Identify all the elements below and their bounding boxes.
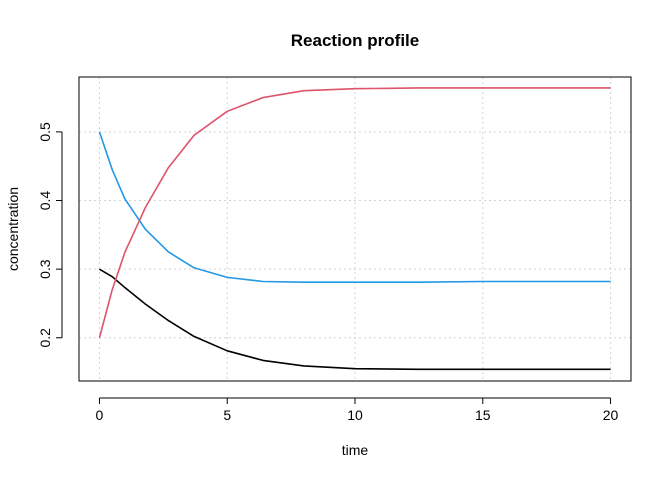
y-axis-label: concentration — [5, 187, 21, 271]
series-line-1 — [98, 131, 611, 283]
grid — [79, 77, 631, 381]
x-tick-label-0: 0 — [96, 407, 104, 423]
x-tick-label-3: 15 — [475, 407, 491, 423]
series-line-2 — [98, 87, 611, 338]
series-layer — [98, 87, 611, 371]
y-tick-label-2: 0.4 — [37, 191, 53, 211]
series-line-0 — [99, 268, 611, 371]
x-tick-label-4: 20 — [603, 407, 619, 423]
y-tick-label-3: 0.5 — [37, 122, 53, 142]
axes: 0 5 10 15 20 0.2 0.3 0.4 0.5 — [37, 122, 619, 423]
x-tick-label-1: 5 — [223, 407, 231, 423]
plot-area-border — [78, 76, 632, 382]
y-tick-label-1: 0.3 — [37, 259, 53, 279]
y-tick-label-0: 0.2 — [37, 328, 53, 348]
x-tick-label-2: 10 — [347, 407, 363, 423]
x-axis-label: time — [342, 442, 369, 458]
chart-title: Reaction profile — [291, 31, 419, 50]
